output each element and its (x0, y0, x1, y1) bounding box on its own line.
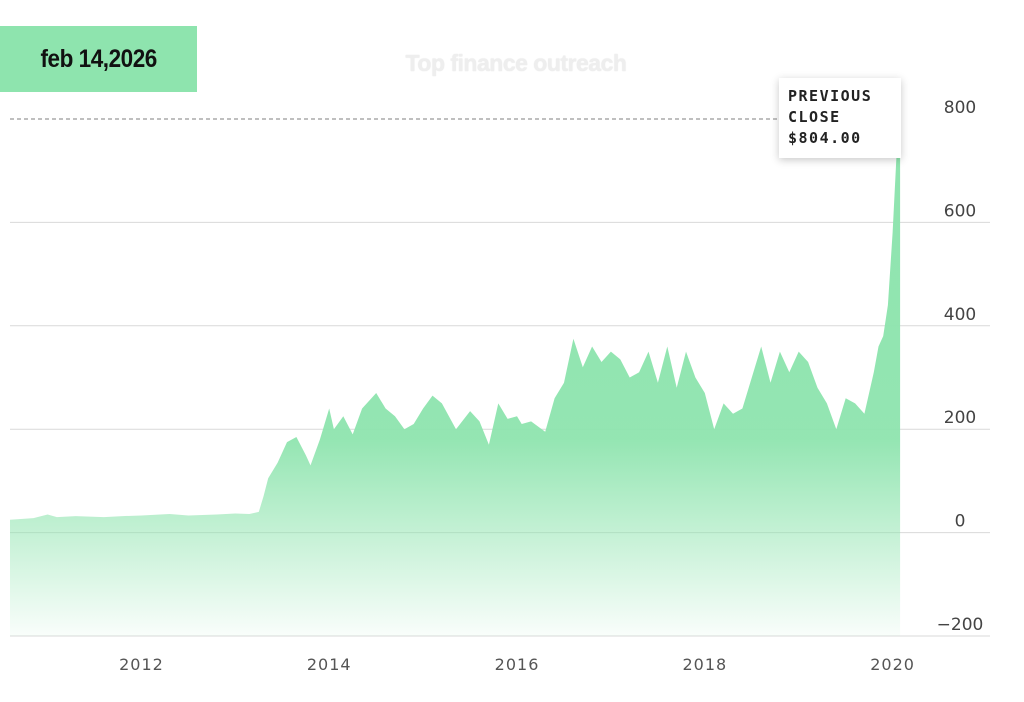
previous-close-tooltip: PREVIOUS CLOSE $804.00 (779, 78, 901, 158)
x-tick-label: 2012 (119, 655, 164, 674)
tooltip-line-2: CLOSE (788, 108, 841, 126)
y-tick-label: 800 (944, 98, 976, 118)
tooltip-line-1: PREVIOUS (788, 87, 873, 105)
date-label: feb 14,2026 (40, 44, 157, 73)
watermark-text: Top finance outreach (405, 50, 627, 76)
x-tick-label: 2016 (495, 655, 540, 674)
x-tick-label: 2014 (307, 655, 352, 674)
x-axis-labels: 2012 2014 2016 2018 2020 (119, 655, 915, 674)
y-tick-label: −200 (937, 615, 984, 635)
y-tick-label: 600 (944, 201, 976, 221)
y-tick-label: 400 (944, 305, 976, 325)
x-tick-label: 2020 (870, 655, 915, 674)
y-tick-label: 0 (955, 512, 966, 532)
price-area (10, 116, 901, 636)
x-tick-label: 2018 (682, 655, 727, 674)
tooltip-value: $804.00 (788, 129, 862, 147)
y-tick-label: 200 (944, 408, 976, 428)
y-axis-labels: 800 600 400 200 0 −200 (937, 98, 984, 635)
date-badge: feb 14,2026 (0, 26, 197, 92)
